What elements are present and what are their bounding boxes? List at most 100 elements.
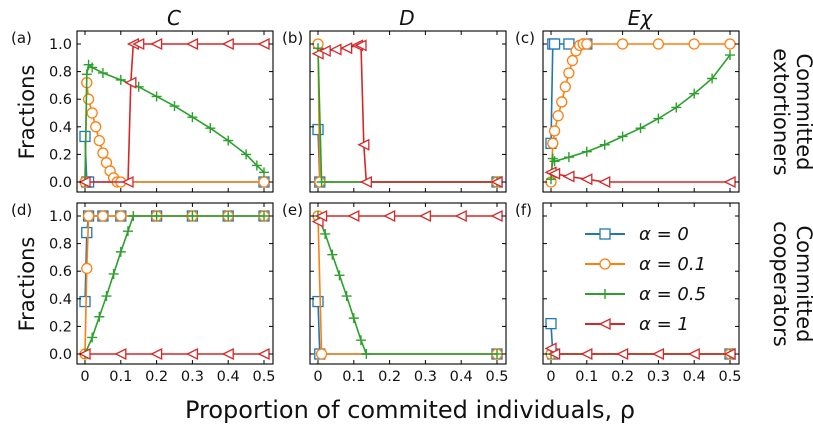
data-point-s3-3 xyxy=(94,311,105,322)
data-point-s3-11 xyxy=(223,211,234,221)
panel-5-frame xyxy=(309,202,507,365)
data-point-s3-10 xyxy=(187,211,198,221)
data-point-s4-7 xyxy=(185,37,199,51)
data-point-s2-4 xyxy=(97,210,109,222)
y-tick-label: 1.0 xyxy=(49,209,72,225)
panel-label: (c) xyxy=(515,29,535,47)
legend-label: α = 1 xyxy=(639,314,689,335)
y-tick-label: 0.0 xyxy=(49,347,72,363)
data-point-s4-4 xyxy=(185,347,199,361)
data-point-s1-3 xyxy=(548,38,561,50)
panel-label: (b) xyxy=(282,29,303,47)
data-point-s3-5 xyxy=(341,291,352,302)
data-point-s3-5 xyxy=(108,268,119,279)
data-point-s2-12 xyxy=(581,38,593,50)
panel-label: (f) xyxy=(515,201,532,219)
x-tick-label: 0.5 xyxy=(252,369,275,385)
x-tick-label: 0.2 xyxy=(145,369,168,385)
series-line-2 xyxy=(550,43,730,183)
data-point-s3-4 xyxy=(87,62,98,73)
data-point-s2-5 xyxy=(90,121,102,133)
x-tick-label: 0.1 xyxy=(342,369,365,385)
data-point-s4-6 xyxy=(454,209,467,223)
data-point-s4-6 xyxy=(687,347,700,361)
data-point-s3-8 xyxy=(128,211,139,221)
data-point-s3-4 xyxy=(563,152,574,163)
data-point-s2-13 xyxy=(616,38,629,50)
data-point-s3-10 xyxy=(671,102,682,113)
data-point-s1-1 xyxy=(312,295,324,308)
data-point-s4-5 xyxy=(598,175,611,189)
legend-marker xyxy=(599,258,611,270)
data-point-s3-13 xyxy=(241,149,252,160)
data-point-s3-6 xyxy=(115,246,126,257)
data-point-s4-4 xyxy=(580,173,593,186)
legend-entry-1: α = 0 xyxy=(585,224,689,245)
data-point-s2-13 xyxy=(258,176,270,188)
data-point-s3-5 xyxy=(97,67,108,78)
y-tick-label: 0.4 xyxy=(49,120,72,136)
data-point-s3-8 xyxy=(635,123,646,134)
x-tick-label: 0.4 xyxy=(683,369,706,385)
series-line-3 xyxy=(84,215,264,355)
panel-2: (b) xyxy=(282,29,507,193)
panel-6-frame xyxy=(542,202,740,365)
panel-3: (c) xyxy=(515,29,740,193)
x-tick-label: 0.3 xyxy=(181,369,204,385)
y-tick-label: 0.2 xyxy=(49,147,72,163)
data-point-s3-9 xyxy=(492,349,502,359)
series-line-1 xyxy=(84,215,264,302)
data-point-s2-2 xyxy=(547,137,559,150)
data-point-s3-2 xyxy=(547,153,558,164)
legend-label: α = 0.1 xyxy=(639,254,706,275)
data-point-s2-15 xyxy=(688,38,700,50)
data-point-s2-4 xyxy=(552,110,564,122)
panel-label: (e) xyxy=(282,201,303,219)
legend-marker xyxy=(599,228,611,240)
data-point-s3-6 xyxy=(599,139,610,150)
column-title-echi: Eχ xyxy=(628,6,654,30)
series-line-4 xyxy=(550,171,730,183)
x-tick-label: 0.5 xyxy=(485,369,508,385)
data-point-s3-2 xyxy=(81,69,92,80)
data-point-s3-3 xyxy=(327,249,338,260)
data-point-s4-3 xyxy=(150,347,163,361)
series-line-4 xyxy=(317,44,497,183)
data-point-s1-2 xyxy=(81,226,93,239)
data-point-s2-7 xyxy=(97,147,109,159)
data-point-s4-6 xyxy=(150,37,163,51)
x-tick-label: 0.3 xyxy=(647,369,670,385)
panel-2-frame xyxy=(309,30,507,193)
data-point-s2-3 xyxy=(548,125,561,137)
panel-1-frame xyxy=(76,30,274,193)
row-label-extortioners-line1: Committed xyxy=(792,54,813,171)
data-point-s2-14 xyxy=(652,38,665,50)
data-point-s2-8 xyxy=(566,54,579,67)
series-line-3 xyxy=(317,48,497,183)
series-line-1 xyxy=(317,129,497,183)
data-point-s3-12 xyxy=(259,211,269,221)
panel-5: 0 0.1 0.2 0.3 0.4 0.5 (e) xyxy=(282,201,509,385)
legend-entry-2: α = 0.1 xyxy=(585,254,706,275)
data-point-s4-1 xyxy=(78,175,91,189)
y-tick-label: 0.8 xyxy=(49,237,72,253)
data-point-s4-4 xyxy=(383,209,396,223)
data-point-s3-7 xyxy=(122,226,133,237)
legend-label: α = 0 xyxy=(639,224,689,245)
x-tick-label: 0 xyxy=(313,369,322,385)
legend-entry-3: α = 0.5 xyxy=(585,284,706,305)
y-tick-label: 0.6 xyxy=(49,92,72,108)
x-tick-label: 0 xyxy=(80,369,89,385)
data-point-s4-1 xyxy=(311,215,324,228)
data-point-s4-7 xyxy=(490,209,503,223)
row-label-cooperators-line2: cooperators xyxy=(769,221,793,347)
data-point-s3-12 xyxy=(707,73,718,84)
data-point-s4-3 xyxy=(562,170,575,183)
data-point-s3-13 xyxy=(725,50,735,61)
legend-marker xyxy=(600,289,610,299)
data-point-s3-7 xyxy=(617,131,628,142)
data-point-s3-9 xyxy=(151,211,162,221)
data-point-s3-8 xyxy=(361,349,372,359)
data-point-s4-3 xyxy=(347,209,360,223)
